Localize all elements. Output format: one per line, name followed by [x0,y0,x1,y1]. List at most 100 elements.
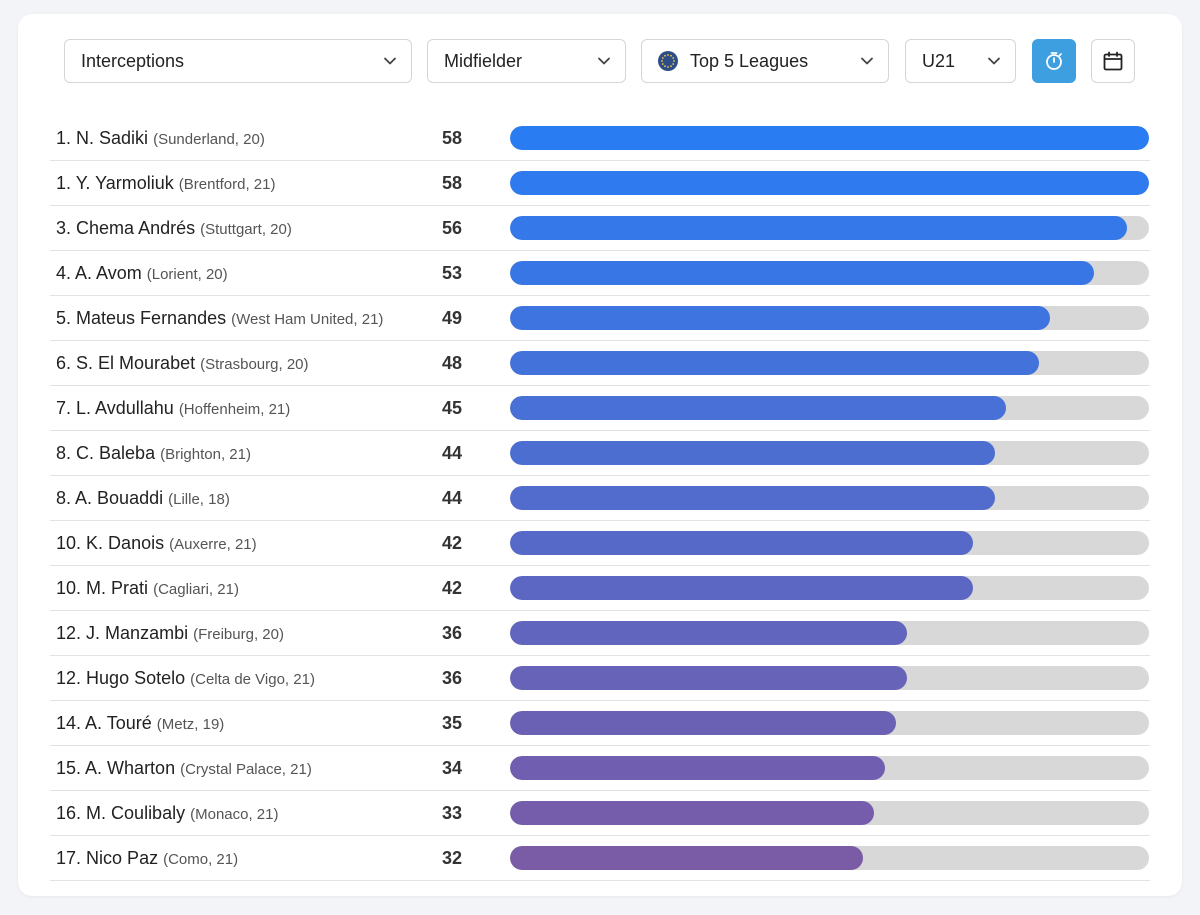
bar-track [510,756,1149,780]
player-label: 16. M. Coulibaly (Monaco, 21) [56,791,278,835]
player-club-age: (Lorient, 20) [146,266,228,283]
table-row[interactable]: 15. A. Wharton (Crystal Palace, 21) 34 [50,746,1150,791]
value-label: 45 [441,398,463,418]
player-rank: 10. [56,578,82,598]
bar-track [510,576,1149,600]
bar [510,486,995,510]
table-row[interactable]: 14. A. Touré (Metz, 19) 35 [50,701,1150,746]
table-row[interactable]: 5. Mateus Fernandes (West Ham United, 21… [50,296,1150,341]
player-club-age: (Brighton, 21) [160,446,251,463]
table-row[interactable]: 10. M. Prati (Cagliari, 21) 42 [50,566,1150,611]
table-row[interactable]: 12. Hugo Sotelo (Celta de Vigo, 21) 36 [50,656,1150,701]
player-rank: 3. [56,218,72,238]
chevron-down-icon [598,57,610,65]
table-row[interactable]: 4. A. Avom (Lorient, 20) 53 [50,251,1150,296]
table-row[interactable]: 7. L. Avdullahu (Hoffenheim, 21) 45 [50,386,1150,431]
age-group-select[interactable]: U21 [905,39,1016,83]
player-name: J. Manzambi [86,623,189,643]
table-row[interactable]: 8. A. Bouaddi (Lille, 18) 44 [50,476,1150,521]
table-row[interactable]: 1. N. Sadiki (Sunderland, 20) 58 [50,116,1150,161]
value-label: 32 [441,848,463,868]
timer-button[interactable] [1032,39,1076,83]
metric-select[interactable]: Interceptions [64,39,412,83]
competition-select[interactable]: Top 5 Leagues [641,39,889,83]
value-label: 58 [441,128,463,148]
player-rank: 12. [56,668,82,688]
table-row[interactable]: 10. K. Danois (Auxerre, 21) 42 [50,521,1150,566]
table-row[interactable]: 3. Chema Andrés (Stuttgart, 20) 56 [50,206,1150,251]
bar [510,711,896,735]
value-label: 36 [441,623,463,643]
player-rank: 15. [56,758,82,778]
player-rank: 7. [56,398,72,418]
table-row[interactable]: 6. S. El Mourabet (Strasbourg, 20) 48 [50,341,1150,386]
bar-track [510,171,1149,195]
bar [510,531,973,555]
player-name: L. Avdullahu [76,398,174,418]
age-group-select-label: U21 [922,50,956,71]
player-club-age: (Crystal Palace, 21) [180,761,312,778]
player-rank: 14. [56,713,82,733]
bar-track [510,486,1149,510]
value-label: 53 [441,263,463,283]
bar [510,306,1050,330]
bar-track [510,801,1149,825]
value-label: 35 [441,713,463,733]
chevron-down-icon [988,57,1000,65]
bar [510,396,1006,420]
player-rank: 6. [56,353,72,373]
player-name: A. Touré [85,713,152,733]
value-label: 33 [441,803,463,823]
player-rank: 5. [56,308,72,328]
calendar-button[interactable] [1091,39,1135,83]
table-row[interactable]: 17. Nico Paz (Como, 21) 32 [50,836,1150,881]
player-club-age: (Freiburg, 20) [193,626,284,643]
value-label: 42 [441,578,463,598]
leaderboard-card: Interceptions Midfielder [18,14,1182,896]
player-label: 15. A. Wharton (Crystal Palace, 21) [56,746,312,790]
table-row[interactable]: 8. C. Baleba (Brighton, 21) 44 [50,431,1150,476]
player-rank: 4. [56,263,72,283]
bar-track [510,351,1149,375]
calendar-icon [1103,51,1123,71]
bar-track [510,846,1149,870]
bar [510,621,907,645]
bar [510,261,1094,285]
bar [510,351,1039,375]
player-name: A. Avom [75,263,142,283]
bar-track [510,531,1149,555]
player-club-age: (Lille, 18) [168,491,230,508]
player-name: S. El Mourabet [76,353,196,373]
player-label: 5. Mateus Fernandes (West Ham United, 21… [56,296,383,340]
player-club-age: (Auxerre, 21) [169,536,257,553]
player-label: 12. J. Manzambi (Freiburg, 20) [56,611,284,655]
player-label: 1. Y. Yarmoliuk (Brentford, 21) [56,161,276,205]
table-row[interactable]: 12. J. Manzambi (Freiburg, 20) 36 [50,611,1150,656]
value-label: 58 [441,173,463,193]
player-label: 6. S. El Mourabet (Strasbourg, 20) [56,341,309,385]
bar [510,846,863,870]
player-rank: 1. [56,173,72,193]
bar [510,666,907,690]
ranking-list: 1. N. Sadiki (Sunderland, 20) 58 1. Y. Yar… [50,116,1150,881]
player-label: 8. C. Baleba (Brighton, 21) [56,431,251,475]
bar [510,801,874,825]
player-club-age: (Cagliari, 21) [153,581,239,598]
player-label: 12. Hugo Sotelo (Celta de Vigo, 21) [56,656,315,700]
player-name: A. Bouaddi [75,488,164,508]
player-name: Nico Paz [86,848,159,868]
value-label: 48 [441,353,463,373]
table-row[interactable]: 16. M. Coulibaly (Monaco, 21) 33 [50,791,1150,836]
bar-track [510,306,1149,330]
bar [510,126,1149,150]
stopwatch-icon [1046,52,1062,70]
bar [510,441,995,465]
bar [510,216,1127,240]
table-row[interactable]: 1. Y. Yarmoliuk (Brentford, 21) 58 [50,161,1150,206]
player-rank: 10. [56,533,82,553]
bar-track [510,216,1149,240]
player-name: K. Danois [86,533,165,553]
position-select[interactable]: Midfielder [427,39,626,83]
player-label: 10. K. Danois (Auxerre, 21) [56,521,257,565]
value-label: 36 [441,668,463,688]
